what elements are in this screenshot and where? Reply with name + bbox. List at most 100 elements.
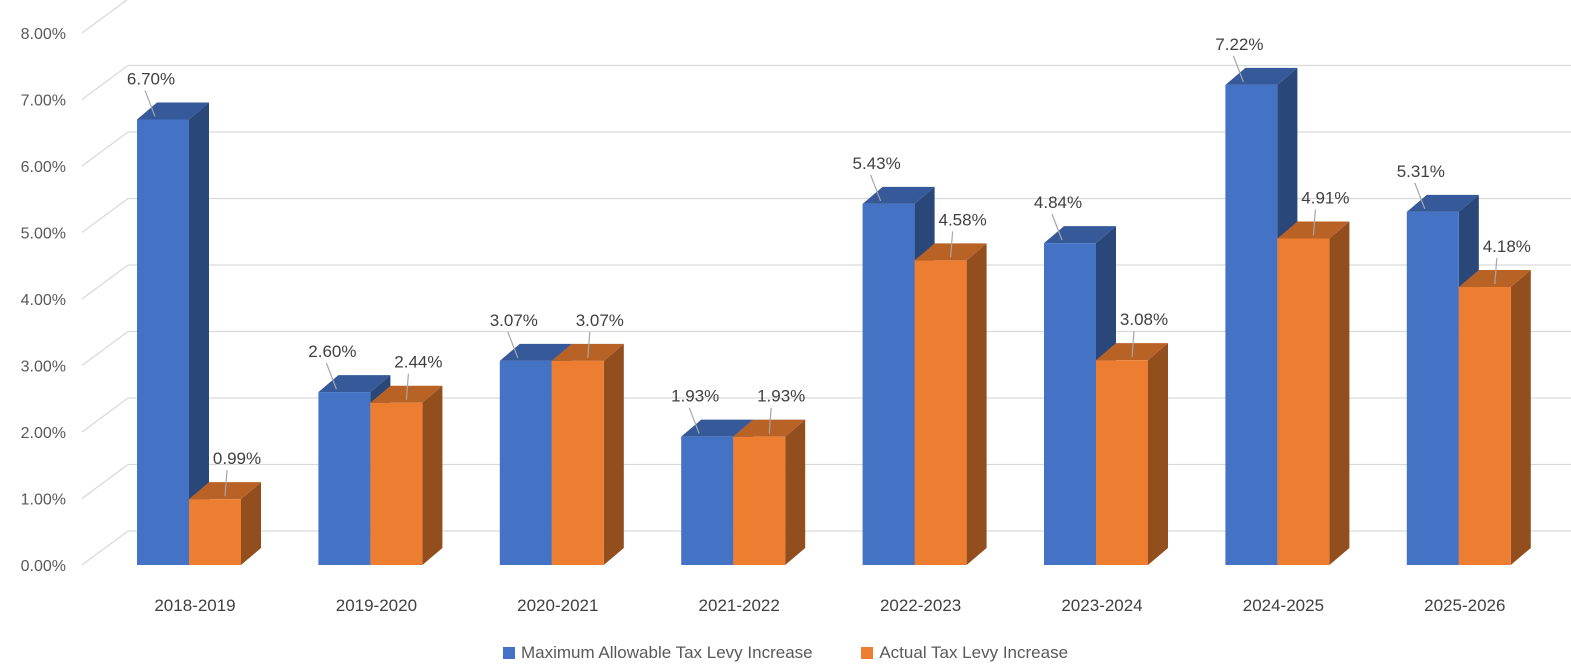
leader-line bbox=[1051, 213, 1063, 241]
bars bbox=[137, 67, 1531, 566]
chart-canvas: 0.00% 1.00% 2.00% 3.00% 4.00% 5.00% 6.00% 7.00%… bbox=[21, 0, 1571, 615]
data-label: 2.60% bbox=[308, 342, 356, 361]
bar-actual-2022-2023 bbox=[914, 243, 987, 565]
x-tick-label: 2018-2019 bbox=[154, 596, 235, 615]
bar-side bbox=[785, 419, 806, 565]
x-tick-label: 2021-2022 bbox=[699, 596, 780, 615]
bar-actual-2024-2025 bbox=[1277, 221, 1350, 566]
bar-side bbox=[189, 102, 209, 565]
gridline-diagonal bbox=[81, 330, 129, 367]
gridline-diagonal bbox=[81, 64, 129, 101]
legend-swatch-blue bbox=[502, 647, 515, 659]
bar-side bbox=[1510, 270, 1531, 565]
x-tick-label: 2023-2024 bbox=[1061, 596, 1142, 615]
bar-side bbox=[1329, 221, 1350, 566]
leader-line bbox=[325, 362, 337, 390]
leader-line bbox=[950, 231, 954, 258]
data-label: 7.22% bbox=[1215, 35, 1263, 54]
x-tick-label: 2025-2026 bbox=[1424, 596, 1505, 615]
gridline-diagonal bbox=[81, 530, 129, 566]
gridline-diagonal bbox=[81, 197, 129, 234]
data-label: 4.58% bbox=[938, 210, 986, 229]
bar-side bbox=[422, 385, 443, 565]
x-tick-label: 2024-2025 bbox=[1243, 596, 1324, 615]
data-labels: 6.70% 0.99% 2.60% 2.44% 3.07% 3.07% 1.93% 1.93%… bbox=[127, 35, 1531, 497]
bar-front bbox=[318, 392, 371, 565]
data-label: 1.93% bbox=[757, 387, 805, 406]
x-tick-label: 2020-2021 bbox=[517, 596, 598, 615]
bar-front bbox=[914, 260, 967, 565]
data-label: 4.91% bbox=[1301, 188, 1349, 207]
leader-line bbox=[688, 407, 700, 434]
data-label: 2.44% bbox=[394, 353, 442, 372]
leader-line bbox=[870, 174, 882, 202]
bar-front bbox=[1458, 287, 1511, 565]
y-tick-label: 5.00% bbox=[21, 226, 66, 243]
data-label: 3.08% bbox=[1120, 310, 1168, 329]
y-tick-label: 0.00% bbox=[21, 558, 66, 575]
x-tick-label: 2019-2020 bbox=[336, 596, 417, 615]
y-tick-label: 1.00% bbox=[21, 492, 66, 509]
gridline-diagonal bbox=[81, 0, 128, 34]
y-tick-label: 8.00% bbox=[21, 26, 66, 43]
bar-actual-2023-2024 bbox=[1096, 343, 1168, 565]
bar-side bbox=[603, 343, 624, 565]
leader-line bbox=[768, 407, 772, 434]
bar-side bbox=[966, 243, 987, 565]
bar-front bbox=[551, 360, 604, 565]
bar-side bbox=[1148, 343, 1168, 565]
legend-label-actual: Actual Tax Levy Increase bbox=[879, 643, 1069, 662]
data-label: 4.18% bbox=[1483, 237, 1531, 256]
bar-actual-2018-2019 bbox=[189, 482, 261, 565]
leader-line bbox=[587, 331, 591, 358]
leader-line bbox=[1414, 182, 1426, 210]
bar-front bbox=[733, 436, 786, 565]
y-tick-label: 4.00% bbox=[21, 292, 66, 309]
bar-actual-2021-2022 bbox=[733, 419, 806, 565]
bar-front bbox=[1044, 243, 1096, 565]
bar-front bbox=[862, 203, 915, 565]
bar-front bbox=[370, 402, 423, 565]
leader-line bbox=[405, 373, 409, 400]
bar-max-2018-2019 bbox=[137, 102, 209, 565]
bar-front bbox=[1277, 238, 1330, 566]
data-label: 3.07% bbox=[576, 311, 624, 330]
leader-line bbox=[1312, 209, 1316, 236]
bar-front bbox=[499, 360, 552, 565]
leader-line bbox=[1232, 55, 1244, 83]
legend-label-max: Maximum Allowable Tax Levy Increase bbox=[520, 643, 813, 662]
leader-line bbox=[224, 470, 228, 497]
y-axis: 0.00% 1.00% 2.00% 3.00% 4.00% 5.00% 6.00% 7.00%… bbox=[21, 26, 66, 575]
y-tick-label: 6.00% bbox=[21, 159, 66, 176]
data-label: 5.31% bbox=[1397, 162, 1445, 181]
bar-front bbox=[1225, 84, 1278, 566]
bar-side bbox=[241, 482, 261, 565]
legend: Maximum Allowable Tax Levy Increase Actu… bbox=[0, 643, 1571, 663]
data-label: 4.84% bbox=[1034, 193, 1082, 212]
x-axis: 2018-2019 2019-2020 2020-2021 2021-2022 2022… bbox=[154, 596, 1505, 615]
bar-front bbox=[681, 436, 734, 565]
data-label: 3.07% bbox=[490, 311, 538, 330]
leader-line bbox=[507, 331, 519, 359]
y-tick-label: 3.00% bbox=[21, 359, 66, 376]
x-tick-label: 2022-2023 bbox=[880, 596, 961, 615]
data-label: 0.99% bbox=[213, 449, 261, 468]
gridline-diagonal bbox=[81, 131, 129, 167]
data-label: 6.70% bbox=[127, 69, 175, 88]
bar-front bbox=[1406, 211, 1459, 565]
legend-item-actual: Actual Tax Levy Increase bbox=[861, 643, 1068, 663]
bar-front bbox=[137, 119, 189, 565]
data-label: 5.43% bbox=[852, 154, 900, 173]
legend-swatch-orange bbox=[861, 647, 874, 659]
data-label: 1.93% bbox=[671, 387, 719, 406]
y-tick-label: 7.00% bbox=[21, 93, 66, 110]
leader-line bbox=[144, 90, 156, 117]
gridline-diagonal bbox=[81, 264, 129, 300]
y-tick-label: 2.00% bbox=[21, 425, 66, 442]
leader-line bbox=[1494, 257, 1498, 285]
bar-actual-2019-2020 bbox=[370, 385, 443, 565]
bar-front bbox=[1096, 360, 1148, 565]
gridline-diagonal bbox=[81, 397, 129, 433]
bar-actual-2025-2026 bbox=[1458, 270, 1531, 565]
gridline-diagonal bbox=[81, 463, 129, 500]
